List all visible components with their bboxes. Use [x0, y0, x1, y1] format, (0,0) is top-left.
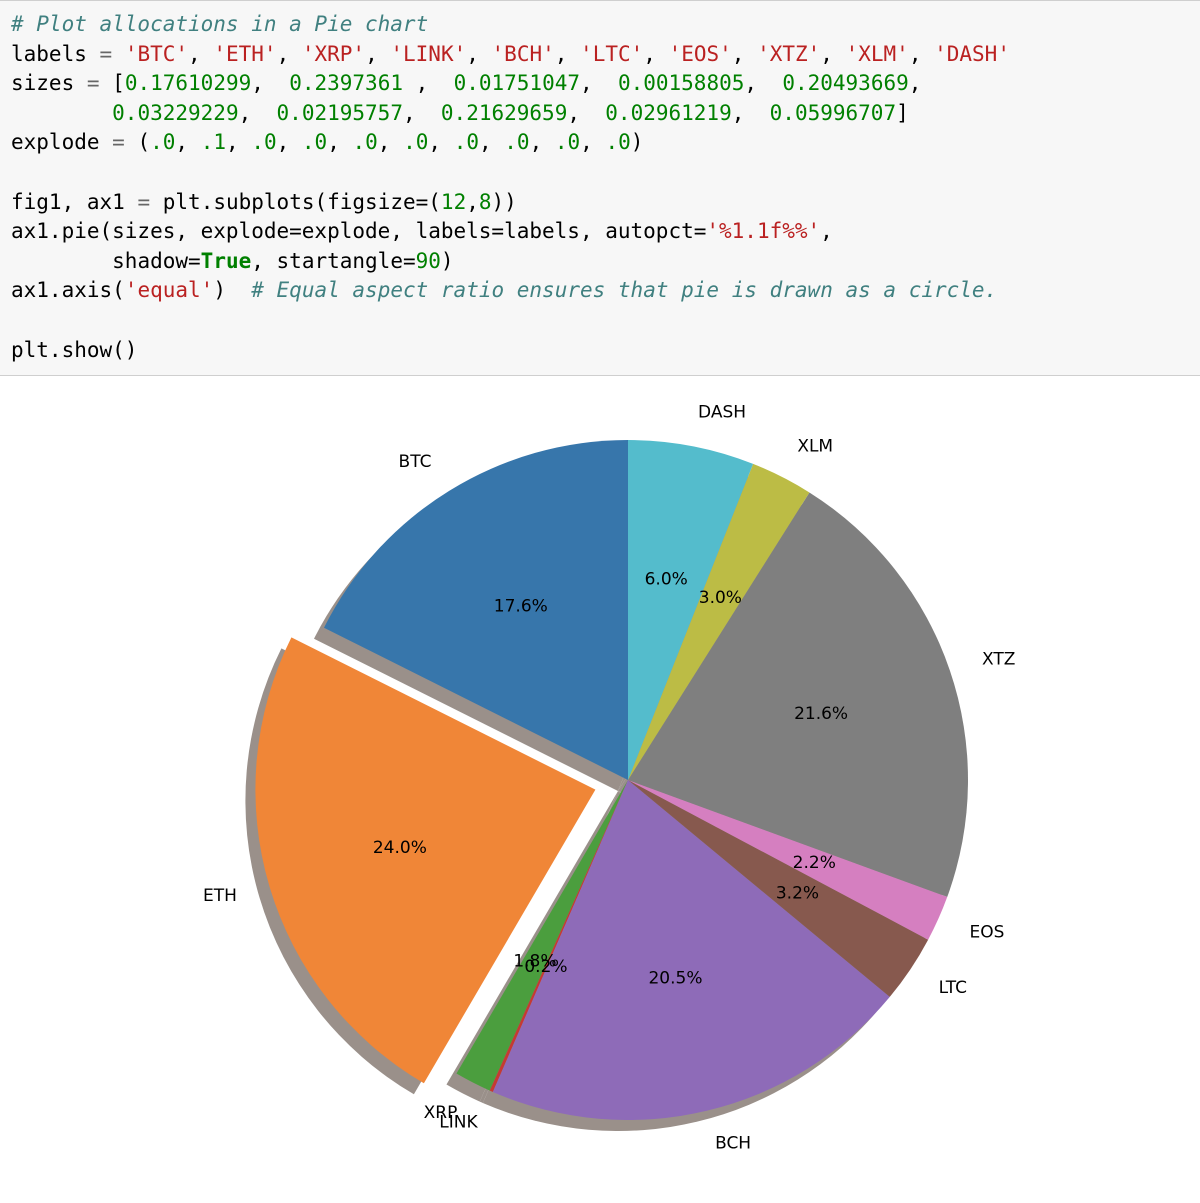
pie-wedge-xtz	[628, 492, 968, 897]
code-cell[interactable]: # Plot allocations in a Pie chart labels…	[0, 0, 1200, 376]
code-comment: # Plot allocations in a Pie chart	[11, 12, 429, 36]
pie-label-bch: BCH	[715, 1134, 751, 1154]
pie-label-ltc: LTC	[939, 978, 967, 998]
pie-label-dash: DASH	[698, 403, 746, 423]
pie-pct-xlm: 3.0%	[699, 588, 742, 608]
pie-pct-xrp: 1.8%	[513, 952, 556, 972]
pie-wedge-xlm	[628, 463, 810, 780]
pie-chart: BTC 17.6% ETH 24.0% XRP 1.8% LINK 0.2% BCH 20.5% L…	[203, 403, 1015, 1154]
pie-pct-dash: 6.0%	[645, 570, 688, 590]
pie-pct-bch: 20.5%	[648, 968, 702, 988]
pie-pct-ltc: 3.2%	[776, 884, 819, 904]
pie-wedge-bch	[492, 780, 890, 1120]
pie-wedge-btc	[323, 440, 628, 780]
pie-pct-btc: 17.6%	[494, 596, 548, 616]
pie-label-xtz: XTZ	[982, 649, 1015, 669]
pie-wedge-eth	[255, 637, 596, 1084]
cell-output: BTC 17.6% ETH 24.0% XRP 1.8% LINK 0.2% BCH 20.5% L…	[0, 376, 1200, 1198]
pie-label-group: BTC 17.6% ETH 24.0% XRP 1.8% LINK 0.2% BCH 20.5% L…	[203, 403, 1015, 1154]
pie-label-xrp: XRP	[424, 1103, 458, 1123]
pie-wedge-group	[255, 440, 968, 1120]
pie-wedge-eos	[628, 780, 948, 940]
pie-label-btc: BTC	[399, 452, 432, 472]
pie-label-eos: EOS	[969, 923, 1004, 943]
pie-wedge-ltc	[628, 780, 929, 997]
pie-wedge-dash	[628, 440, 754, 780]
pie-pct-link: 0.2%	[524, 957, 567, 977]
pie-pct-xtz: 21.6%	[794, 704, 848, 724]
code-editor[interactable]: # Plot allocations in a Pie chart labels…	[11, 12, 1010, 362]
pie-label-eth: ETH	[203, 886, 237, 906]
pie-wedge-xrp	[456, 780, 628, 1091]
pie-label-xlm: XLM	[797, 437, 833, 457]
pie-pct-eos: 2.2%	[793, 853, 836, 873]
pie-label-link: LINK	[439, 1112, 478, 1132]
pie-pct-eth: 24.0%	[373, 838, 427, 858]
pie-wedge-link	[489, 780, 628, 1092]
